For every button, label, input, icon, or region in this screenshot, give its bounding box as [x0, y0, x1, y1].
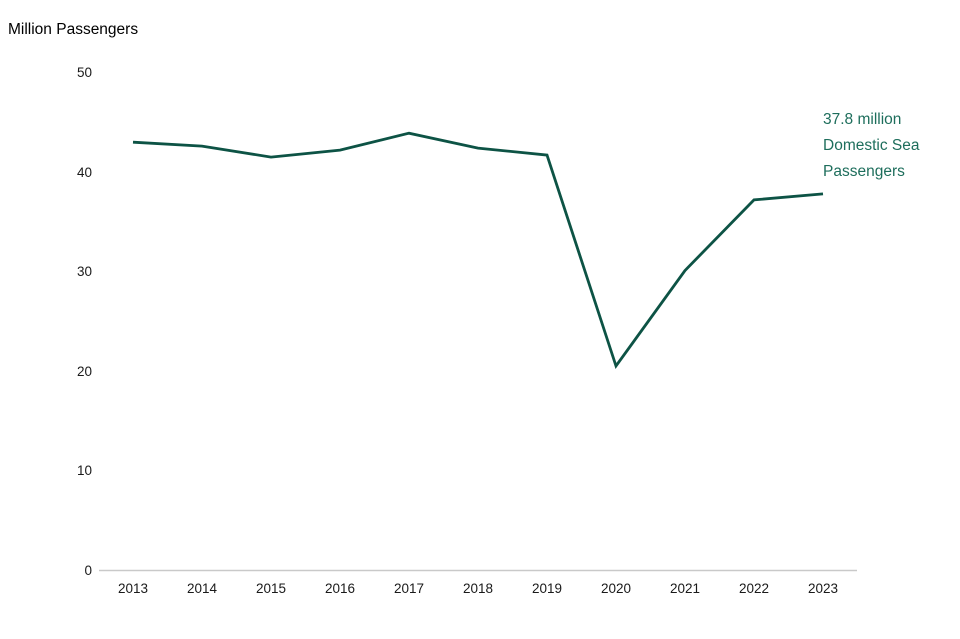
x-tick-label-2013: 2013	[117, 581, 149, 596]
annotation-line-1: 37.8 million	[823, 111, 902, 128]
x-tick-label-2020: 2020	[600, 581, 632, 596]
y-tick-label-0: 0	[84, 562, 92, 578]
x-tick-label-2021: 2021	[669, 581, 701, 596]
series-line-domestic-sea-passengers	[132, 131, 824, 370]
y-tick-label-10: 10	[76, 463, 92, 478]
y-tick-label-20: 20	[76, 363, 92, 379]
chart-title: Million Passengers	[8, 21, 139, 38]
x-tick-label-2019: 2019	[531, 581, 563, 596]
y-tick-label-50: 50	[76, 65, 92, 80]
x-tick-label-2022: 2022	[738, 581, 770, 596]
annotation-line-3: Passengers	[823, 163, 905, 180]
end-value-annotation: 37.8 million Domestic Sea Passengers	[823, 107, 919, 185]
x-tick-label-2023: 2023	[807, 581, 839, 596]
x-tick-label-2017: 2017	[393, 581, 425, 596]
annotation-line-2: Domestic Sea	[823, 137, 920, 154]
x-tick-label-2014: 2014	[186, 581, 218, 596]
y-tick-label-30: 30	[76, 264, 92, 279]
x-tick-label-2016: 2016	[324, 581, 356, 596]
x-tick-label-2018: 2018	[462, 581, 494, 596]
x-tick-label-2015: 2015	[255, 581, 287, 596]
y-tick-label-40: 40	[76, 164, 92, 180]
